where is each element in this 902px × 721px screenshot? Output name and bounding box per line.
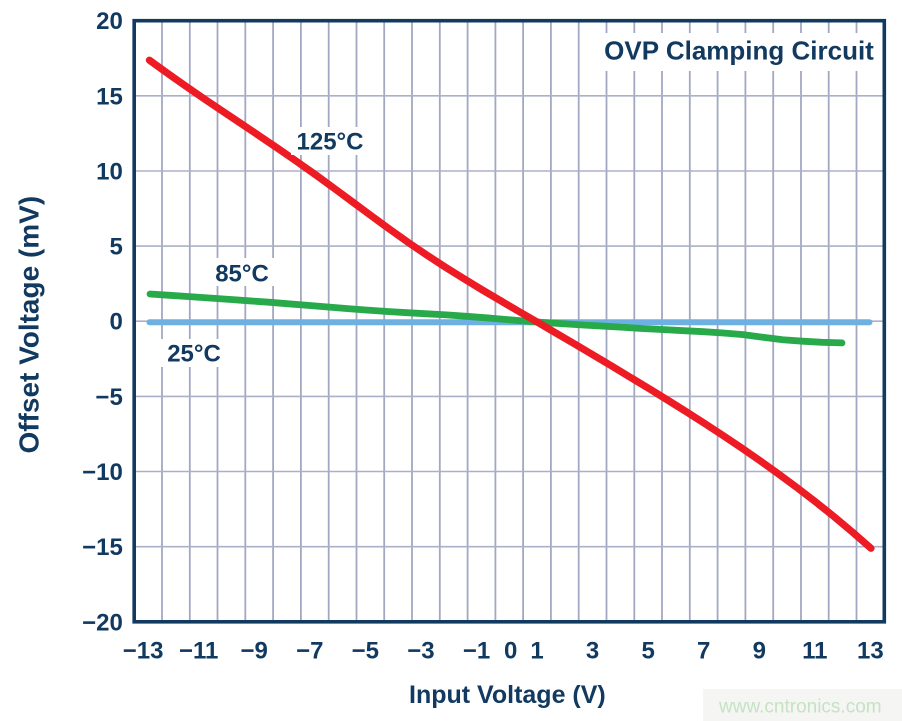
svg-text:10: 10 <box>96 159 123 186</box>
svg-text:OVP Clamping Circuit: OVP Clamping Circuit <box>604 36 874 66</box>
svg-text:5: 5 <box>642 637 655 664</box>
svg-text:1: 1 <box>530 637 543 664</box>
svg-text:−9: −9 <box>241 637 268 664</box>
svg-text:−7: −7 <box>296 637 323 664</box>
svg-text:85°C: 85°C <box>215 261 269 288</box>
svg-text:5: 5 <box>109 234 122 261</box>
svg-text:Input Voltage (V): Input Voltage (V) <box>409 681 606 709</box>
svg-text:−5: −5 <box>95 384 122 411</box>
svg-text:20: 20 <box>96 8 123 35</box>
svg-text:−1: −1 <box>463 637 490 664</box>
svg-text:0: 0 <box>109 309 122 336</box>
svg-text:15: 15 <box>96 83 123 110</box>
svg-text:−3: −3 <box>407 637 434 664</box>
svg-text:13: 13 <box>857 637 884 664</box>
svg-text:−15: −15 <box>82 534 123 561</box>
svg-text:125°C: 125°C <box>297 128 364 155</box>
svg-text:−13: −13 <box>123 637 164 664</box>
svg-text:3: 3 <box>586 637 599 664</box>
svg-text:Offset Voltage (mV): Offset Voltage (mV) <box>14 196 45 454</box>
svg-text:www.cntronics.com: www.cntronics.com <box>718 697 882 718</box>
svg-text:11: 11 <box>802 637 827 664</box>
svg-text:−20: −20 <box>82 609 123 636</box>
svg-text:7: 7 <box>697 637 710 664</box>
svg-text:−11: −11 <box>179 637 218 664</box>
svg-text:9: 9 <box>753 637 766 664</box>
svg-text:−10: −10 <box>82 459 123 486</box>
svg-text:−5: −5 <box>352 637 379 664</box>
svg-text:25°C: 25°C <box>167 341 221 368</box>
svg-text:0: 0 <box>504 637 517 664</box>
